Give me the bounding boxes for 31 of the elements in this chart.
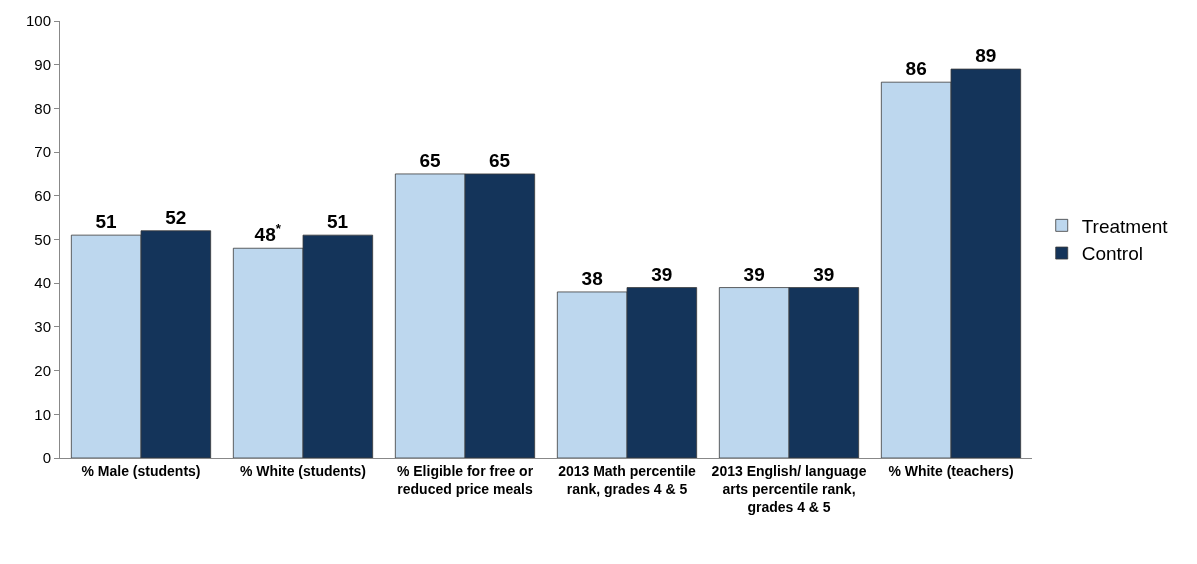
data-label: 65 [419, 149, 441, 171]
data-label: 39 [743, 263, 765, 285]
x-tick-label: 2013 English/ language arts percentile rank, grades 4 & 5 [711, 462, 867, 516]
y-tick-label: 60 [34, 187, 51, 205]
data-label: 39 [813, 263, 835, 285]
data-label: 51 [327, 211, 349, 233]
x-tick-label: % White (students) [240, 462, 366, 479]
data-label: 52 [165, 206, 187, 228]
data-label: 89 [975, 45, 997, 67]
y-tick-label: 100 [25, 12, 51, 30]
y-tick-label: 90 [34, 55, 51, 73]
y-tick-label: 0 [42, 449, 51, 467]
y-tick-label: 20 [34, 361, 51, 379]
data-label: 39 [651, 263, 673, 285]
y-tick-label: 70 [34, 143, 51, 161]
y-tick-label: 10 [34, 405, 51, 423]
x-tick-label: 2013 Math percentile rank, grades 4 & 5 [558, 462, 697, 497]
data-label: 65 [489, 149, 511, 171]
y-tick-label: 80 [34, 99, 51, 117]
legend-label: Treatment [1081, 215, 1169, 237]
y-tick-label: 30 [34, 318, 51, 336]
y-tick-label: 40 [34, 274, 51, 292]
x-tick-label: % White (teachers) [888, 462, 1014, 479]
y-tick-label: 50 [34, 230, 51, 248]
data-label: 86 [905, 58, 927, 80]
x-tick-label: % Eligible for free or reduced price meals [396, 462, 534, 497]
x-tick-label: % Male (students) [81, 462, 201, 479]
data-label: 48$^{*}$ [254, 221, 282, 246]
legend-label: Control [1081, 243, 1143, 265]
data-label: 51 [95, 211, 117, 233]
data-label: 38 [581, 267, 603, 289]
